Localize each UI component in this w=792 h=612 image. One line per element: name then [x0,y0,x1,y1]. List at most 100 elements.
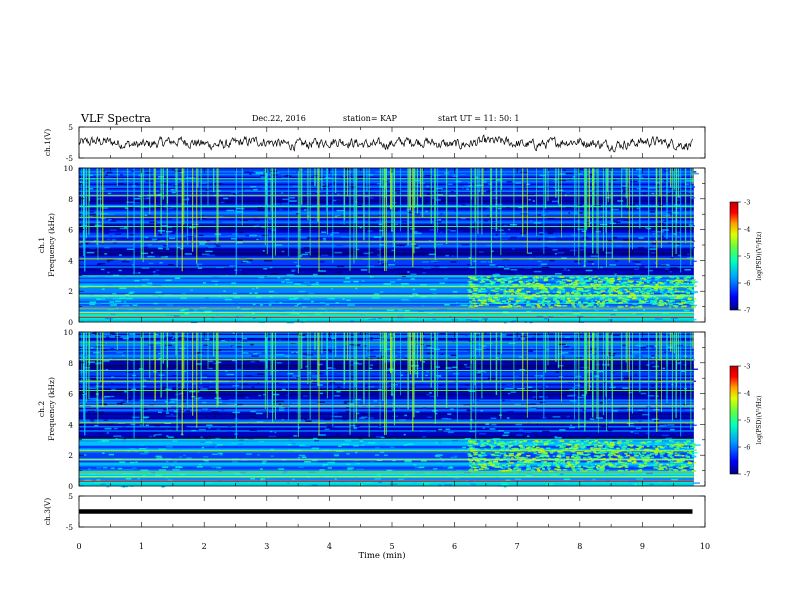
heatmap-cell [154,383,163,386]
heatmap-cell [145,424,149,427]
heatmap-cell [165,388,172,391]
heatmap-cell [262,250,265,252]
heatmap-cell [365,184,370,187]
heatmap-cell [106,238,111,241]
heatmap-cell [354,462,361,465]
heatmap-cell [641,277,646,280]
heatmap-cell [227,425,232,427]
heatmap-cell [191,420,197,423]
heatmap-cell [552,416,561,418]
heatmap-cell [291,270,295,272]
heatmap-cell [539,277,544,279]
heatmap-cell [145,200,150,203]
heatmap-cell [157,184,164,186]
heatmap-cell [349,425,354,428]
heatmap-cell [220,296,229,299]
heatmap-cell [438,308,447,311]
heatmap-cell [392,308,395,310]
heatmap-cell [526,454,531,457]
heatmap-cell [617,296,622,299]
heatmap-cell [433,174,441,176]
heatmap-cell [373,439,379,442]
heatmap-cell [690,282,693,285]
heatmap-cell [647,286,651,289]
heatmap-cell [532,277,536,279]
heatmap-cell [227,443,235,446]
heatmap-cell [106,485,110,488]
heatmap-cell [322,184,326,186]
heatmap-cell [107,192,112,195]
heatmap-cell [102,230,111,233]
heatmap-cell [535,443,539,446]
heatmap-cell [596,467,600,470]
heatmap-cell [369,337,373,339]
heatmap-cell [574,454,579,457]
heatmap-cell [580,446,585,449]
heatmap-cell [156,457,163,459]
heatmap-cell [309,405,316,408]
heatmap-cell [86,251,95,254]
heatmap-cell [147,255,155,258]
heatmap-cell [559,446,564,449]
heatmap-cell [604,299,608,301]
heatmap-cell [481,444,485,447]
heatmap-cell [258,288,262,290]
heatmap-cell [219,215,224,218]
heatmap-cell [558,292,562,295]
heatmap-cell [343,168,352,171]
heatmap-cell [641,294,647,296]
heatmap-cell [639,305,643,307]
heatmap-cell [614,462,619,464]
heatmap-cell [349,427,358,429]
heatmap-cell [664,294,669,296]
heatmap-cell [211,466,218,469]
heatmap-cell [685,183,690,186]
heatmap-cell [539,284,545,286]
heatmap-cell [243,435,248,437]
heatmap-cell [250,478,256,480]
heatmap-cell [636,458,640,460]
heatmap-cell [670,434,674,436]
heatmap-cell [163,408,169,411]
heatmap-cell [634,268,639,271]
heatmap-row [79,481,694,484]
heatmap-cell [87,361,95,363]
heatmap-cell [554,273,562,275]
heatmap-cell [378,214,386,217]
heatmap-cell [520,171,528,174]
heatmap-cell [644,464,649,467]
heatmap-cell [662,466,666,469]
heatmap-cell [687,253,690,256]
heatmap-cell [427,178,432,181]
heatmap-cell [134,183,139,185]
heatmap-cell [321,349,330,351]
heatmap-cell [678,279,683,282]
heatmap-cell [573,306,576,308]
heatmap-cell [590,469,595,471]
heatmap-cell [636,351,641,354]
heatmap-cell [225,201,233,203]
heatmap-cell [252,303,256,306]
heatmap-cell [326,426,335,428]
heatmap-row [79,462,694,464]
heatmap-cell [566,191,570,194]
heatmap-cell [426,430,431,433]
heatmap-cell [605,287,608,290]
heatmap-cell [644,227,648,229]
heatmap-cell [599,288,605,290]
heatmap-cell [503,173,507,175]
heatmap-cell [532,298,537,301]
heatmap-cell [506,279,509,281]
heatmap-cell [305,182,309,185]
heatmap-cell [496,454,502,457]
heatmap-cell [511,248,515,250]
heatmap-cell [584,482,590,485]
heatmap-cell [692,186,696,188]
heatmap-cell [503,292,507,295]
heatmap-cell [173,410,178,413]
heatmap-cell [593,443,598,446]
heatmap-cell [202,282,207,284]
heatmap-cell [666,443,670,446]
heatmap-cell [379,451,385,454]
heatmap-cell [574,260,582,263]
